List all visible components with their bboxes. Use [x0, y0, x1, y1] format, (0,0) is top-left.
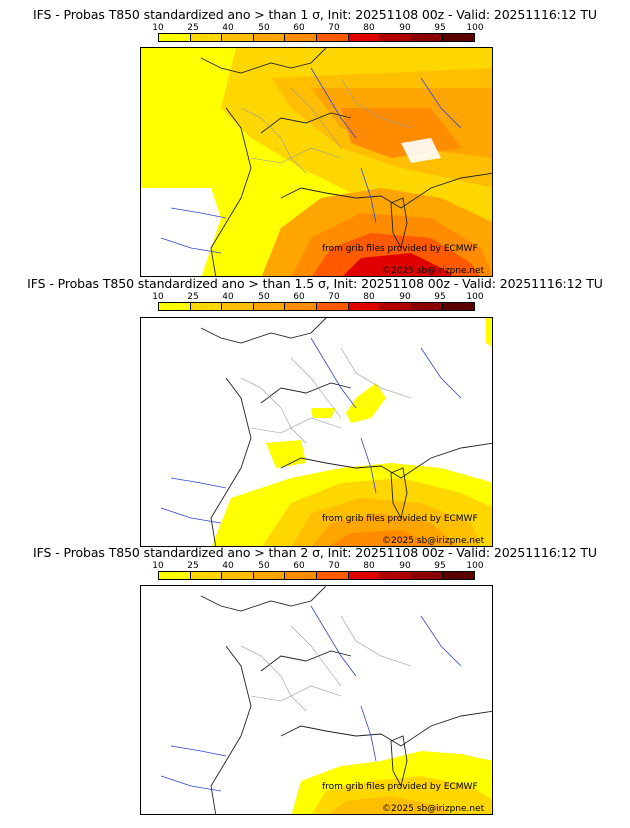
colorbar-swatch [380, 303, 412, 310]
colorbar-swatch [159, 34, 191, 41]
panel-1-sigma: IFS - Probas T850 standardized ano > tha… [0, 7, 630, 283]
colorbar-label: 80 [363, 561, 375, 571]
colorbar-label: 50 [258, 561, 270, 571]
colorbar-swatch [316, 303, 349, 310]
colorbar-label: 40 [222, 561, 234, 571]
colorbar-labels: 10 25 40 50 60 70 80 90 95 100 [152, 23, 483, 33]
map-canvas [141, 586, 492, 814]
colorbar-label: 10 [152, 23, 164, 33]
colorbar-swatch [285, 303, 317, 310]
colorbar-swatch [190, 34, 223, 41]
colorbar-swatch [253, 303, 286, 310]
colorbar-swatch [222, 572, 254, 579]
source-credit: from grib files provided by ECMWF [322, 244, 478, 254]
colorbar-swatch [443, 572, 474, 579]
panel-title: IFS - Probas T850 standardized ano > tha… [33, 7, 597, 22]
colorbar-label: 100 [466, 292, 484, 302]
colorbar-label: 90 [399, 292, 411, 302]
colorbar-label: 60 [293, 292, 305, 302]
colorbar-label: 90 [399, 561, 411, 571]
map-canvas [141, 48, 492, 276]
panel-title: IFS - Probas T850 standardized ano > tha… [33, 545, 597, 560]
colorbar-label: 95 [434, 23, 446, 33]
colorbar-swatch [285, 34, 317, 41]
colorbar-swatch [253, 34, 286, 41]
colorbar-swatch [348, 303, 381, 310]
colorbar-label: 25 [187, 292, 199, 302]
colorbar-swatch [159, 303, 191, 310]
colorbar-label: 70 [328, 23, 340, 33]
colorbar-label: 100 [466, 23, 484, 33]
source-credit: from grib files provided by ECMWF [322, 514, 478, 524]
copyright-credit: ©2025 sb@irizpne.net [382, 804, 485, 814]
colorbar-swatch [380, 572, 412, 579]
colorbar-label: 80 [363, 292, 375, 302]
colorbar-swatch [443, 34, 474, 41]
copyright-credit: ©2025 sb@irizpne.net [382, 266, 485, 276]
colorbar-label: 25 [187, 23, 199, 33]
colorbar-label: 50 [258, 23, 270, 33]
colorbar-swatch [190, 303, 223, 310]
panel-1-5-sigma: IFS - Probas T850 standardized ano > tha… [0, 276, 630, 552]
colorbar-label: 40 [222, 292, 234, 302]
colorbar-swatch [380, 34, 412, 41]
colorbar [158, 302, 475, 311]
colorbar-swatch [348, 572, 381, 579]
panel-2-sigma: IFS - Probas T850 standardized ano > tha… [0, 545, 630, 821]
copyright-credit: ©2025 sb@irizpne.net [382, 536, 485, 546]
colorbar-label: 40 [222, 23, 234, 33]
colorbar [158, 33, 475, 42]
colorbar-swatch [285, 572, 317, 579]
colorbar-label: 70 [328, 561, 340, 571]
colorbar-swatch [316, 34, 349, 41]
colorbar-labels: 10 25 40 50 60 70 80 90 95 100 [152, 561, 483, 571]
colorbar-label: 80 [363, 23, 375, 33]
colorbar-label: 95 [434, 561, 446, 571]
colorbar-swatch [222, 303, 254, 310]
colorbar-swatch [443, 303, 474, 310]
colorbar-swatch [159, 572, 191, 579]
colorbar-label: 100 [466, 561, 484, 571]
colorbar-labels: 10 25 40 50 60 70 80 90 95 100 [152, 292, 483, 302]
colorbar-label: 50 [258, 292, 270, 302]
colorbar-swatch [222, 34, 254, 41]
map-canvas [141, 318, 492, 546]
probability-map: from grib files provided by ECMWF ©2025 … [140, 47, 493, 277]
colorbar-label: 10 [152, 292, 164, 302]
colorbar-label: 90 [399, 23, 411, 33]
colorbar-swatch [411, 34, 444, 41]
colorbar-swatch [411, 572, 444, 579]
colorbar-label: 95 [434, 292, 446, 302]
colorbar-label: 25 [187, 561, 199, 571]
colorbar-swatch [316, 572, 349, 579]
source-credit: from grib files provided by ECMWF [322, 782, 478, 792]
colorbar-label: 60 [293, 561, 305, 571]
probability-map: from grib files provided by ECMWF ©2025 … [140, 585, 493, 815]
colorbar-label: 70 [328, 292, 340, 302]
colorbar-swatch [348, 34, 381, 41]
colorbar-swatch [190, 572, 223, 579]
panel-title: IFS - Probas T850 standardized ano > tha… [27, 276, 603, 291]
colorbar-swatch [253, 572, 286, 579]
probability-map: from grib files provided by ECMWF ©2025 … [140, 317, 493, 547]
colorbar-label: 10 [152, 561, 164, 571]
colorbar-swatch [411, 303, 444, 310]
colorbar [158, 571, 475, 580]
colorbar-label: 60 [293, 23, 305, 33]
